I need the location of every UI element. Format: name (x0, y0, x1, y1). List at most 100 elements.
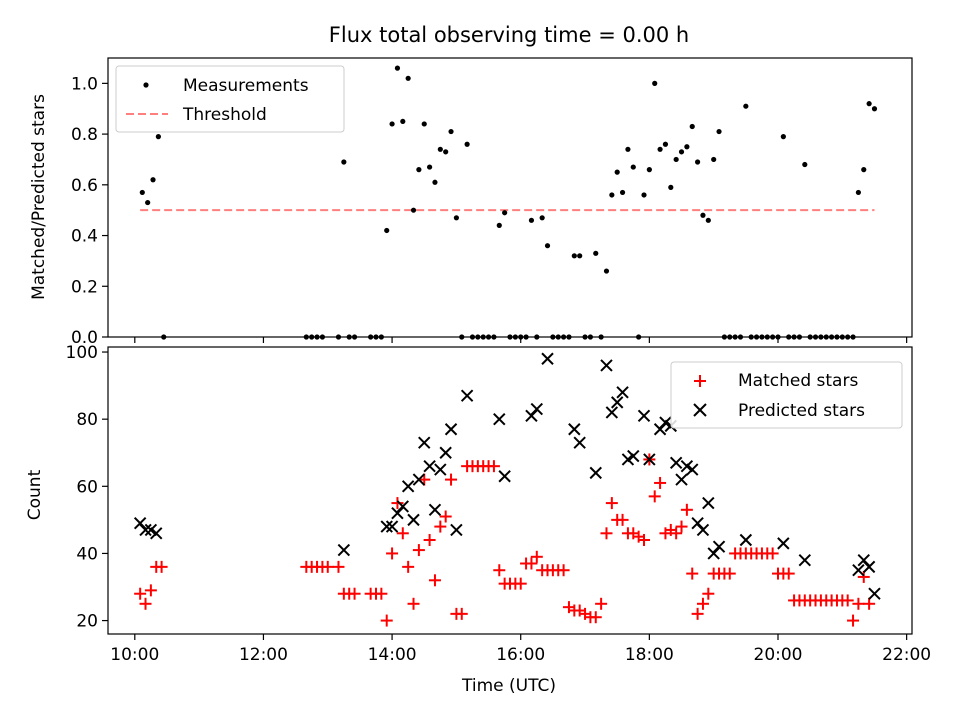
measurement-point (346, 334, 352, 340)
measurement-point (619, 189, 626, 196)
predicted-star-point (862, 560, 876, 574)
matched-points (134, 453, 876, 627)
measurement-point (839, 334, 845, 340)
measurement-point (459, 334, 465, 340)
measurement-point (309, 334, 315, 340)
measurement-point (711, 156, 717, 163)
count-y-tick-label: 40 (76, 544, 98, 564)
predicted-star-point (616, 386, 629, 399)
matched-star-point (691, 607, 704, 620)
measurement-point (764, 334, 770, 340)
measurement-point (319, 334, 325, 340)
measurement-point (807, 334, 813, 340)
measurement-point (721, 334, 728, 340)
measurement-point (657, 146, 663, 152)
measurement-point (491, 334, 497, 340)
measurement-points (139, 65, 878, 340)
measurement-point (555, 334, 561, 340)
measurement-point (641, 192, 647, 198)
predicted-star-point (541, 352, 554, 365)
measurement-point (448, 128, 454, 135)
matched-star-point (445, 473, 458, 486)
measurement-point (673, 156, 679, 163)
count-x-tick-label: 12:00 (239, 645, 288, 665)
ratio-panel: 0.0 0.2 0.4 0.6 0.8 1.0 Matched/Predicted sta… (29, 57, 913, 348)
matched-star-point (139, 597, 152, 610)
measurement-point (512, 334, 518, 340)
count-x-tick-label: 22:00 (882, 645, 931, 665)
count-y-tick-label: 100 (66, 343, 98, 363)
predicted-star-point (139, 523, 152, 537)
ratio-y-axis-label: Matched/Predicted stars (29, 94, 49, 300)
matched-star-point (386, 547, 399, 560)
matched-star-point (412, 544, 425, 557)
matched-star-point (396, 527, 409, 540)
matched-star-point (439, 510, 452, 523)
count-y-tick-label: 80 (76, 410, 98, 430)
count-x-ticks: 10:00 12:00 14:00 16:00 18:00 20:00 22:00 (110, 634, 931, 665)
predicted-star-point (460, 389, 474, 402)
predicted-star-point (568, 423, 581, 436)
x-axis-label: Time (UTC) (461, 676, 556, 696)
measurement-point (614, 169, 620, 175)
measurement-point (716, 128, 722, 135)
measurement-point (861, 167, 867, 173)
matched-star-point (616, 513, 629, 526)
matched-star-point (434, 520, 447, 533)
measurement-point (550, 334, 556, 340)
ratio-y-tick-label: 0.4 (71, 227, 98, 247)
matched-star-point (600, 527, 613, 540)
measurement-point (432, 179, 438, 185)
measurement-point (139, 189, 145, 196)
measurement-point (652, 80, 658, 86)
measurement-point (834, 334, 840, 340)
matched-star-point (680, 503, 693, 516)
measurement-point (421, 121, 427, 127)
matched-star-point (863, 597, 876, 610)
measurement-point (796, 334, 803, 340)
measurement-point (389, 121, 395, 127)
legend-measurements-marker (143, 82, 149, 88)
measurement-point (544, 243, 551, 249)
measurement-point (502, 210, 508, 216)
matched-star-point (638, 534, 650, 547)
measurement-point (818, 334, 824, 340)
predicted-star-point (428, 503, 442, 517)
measurement-point (394, 65, 401, 71)
count-x-tick-label: 20:00 (754, 645, 803, 665)
measurement-point (335, 334, 342, 340)
predicted-star-point (401, 480, 415, 493)
predicted-star-point (702, 496, 715, 510)
predicted-star-point (589, 466, 602, 480)
predicted-star-point (498, 470, 511, 483)
legend-predicted-label: Predicted stars (738, 401, 865, 421)
predicted-star-point (600, 359, 613, 372)
measurement-point (341, 159, 347, 165)
count-x-tick-label: 16:00 (496, 645, 545, 665)
measurement-point (737, 334, 744, 340)
measurement-point (587, 334, 594, 340)
predicted-star-point (643, 453, 656, 466)
measurement-point (485, 334, 492, 340)
measurement-point (571, 253, 577, 259)
matched-star-point (857, 570, 870, 583)
matched-star-point (407, 597, 420, 610)
count-y-tick-label: 20 (76, 612, 98, 632)
measurement-point (855, 189, 862, 196)
measurement-point (582, 334, 588, 340)
measurement-point (378, 334, 384, 340)
matched-star-point (375, 587, 388, 600)
measurement-point (577, 253, 583, 259)
matched-star-point (670, 527, 683, 540)
matched-star-point (428, 574, 441, 587)
ratio-legend-box (115, 65, 345, 133)
matched-star-point (155, 560, 168, 573)
measurement-point (678, 149, 685, 155)
measurement-point (866, 101, 872, 107)
measurement-point (464, 141, 470, 147)
measurement-point (727, 334, 733, 340)
predicted-star-point (439, 446, 452, 459)
measurement-point (695, 159, 701, 165)
predicted-star-point (610, 396, 624, 409)
